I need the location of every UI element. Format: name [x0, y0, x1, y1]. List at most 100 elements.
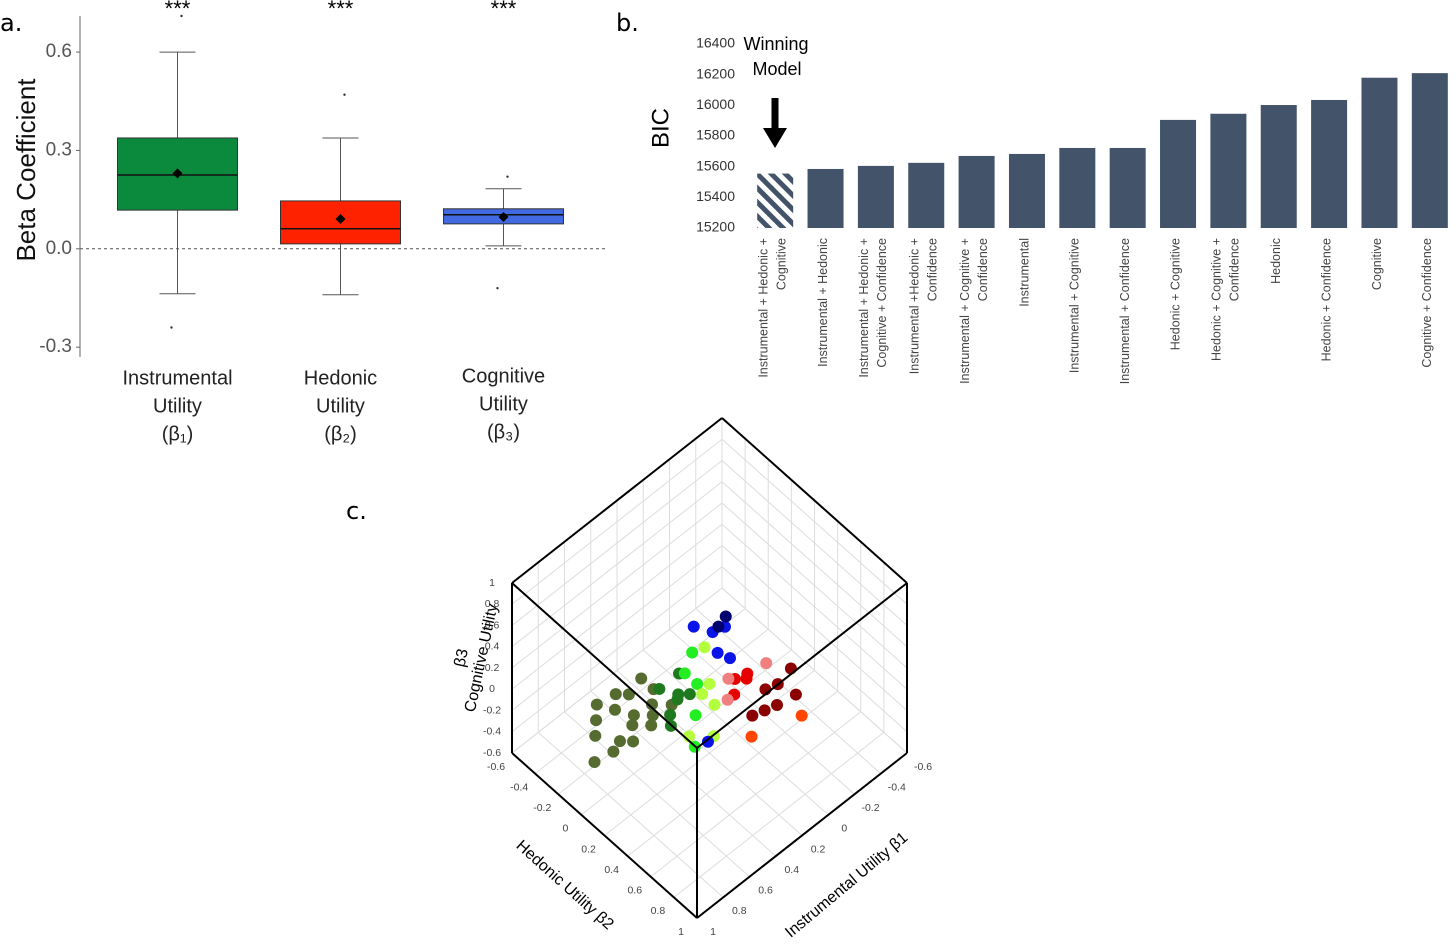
outlier — [496, 286, 499, 290]
x-tick-label: (β₂) — [324, 423, 357, 445]
panel-label: a. — [0, 9, 22, 37]
y-tick-label: 1 — [678, 926, 684, 938]
point — [627, 709, 640, 722]
point — [723, 652, 736, 665]
grid-line — [721, 460, 908, 626]
grid-line — [511, 460, 723, 626]
grid-line — [511, 523, 723, 690]
point — [722, 672, 735, 685]
x-tick-label: -0.6 — [914, 761, 932, 773]
y-tick-label: 16000 — [696, 96, 735, 112]
grid-line — [721, 566, 908, 733]
point — [686, 646, 699, 659]
grid-line — [511, 545, 723, 711]
bar — [1210, 113, 1247, 228]
point — [703, 677, 716, 690]
grid-line — [511, 481, 723, 648]
mean — [335, 213, 346, 224]
x-tick-label: Cognitive — [1370, 238, 1384, 290]
point — [672, 688, 685, 701]
y-tick-label: 16400 — [696, 35, 735, 51]
point — [711, 646, 724, 659]
y-tick-label: 16200 — [696, 65, 735, 81]
point — [590, 714, 603, 727]
point — [607, 745, 620, 758]
point — [609, 688, 622, 701]
x-tick-label: Instrumental + Confidence — [1118, 238, 1132, 384]
grid-line — [511, 566, 723, 733]
grid-line — [721, 438, 908, 605]
point — [789, 688, 802, 701]
point — [758, 704, 771, 717]
y-tick-label: 15400 — [696, 188, 735, 204]
annotation: Winning — [743, 34, 808, 54]
y-axis-title: BIC — [647, 108, 674, 148]
x-tick-label: Hedonic — [1269, 238, 1283, 284]
z-axis-title: β3 — [452, 647, 472, 668]
x-tick-label: Utility — [316, 395, 365, 417]
bar — [1411, 73, 1448, 228]
x-tick-label: Hedonic + Cognitive — [1168, 238, 1182, 350]
bar — [807, 168, 844, 228]
y-axis-title: Hedonic Utility β2 — [513, 837, 617, 933]
y-tick-label: 0 — [562, 823, 568, 835]
point — [627, 735, 640, 748]
y-tick-label: 15600 — [696, 157, 735, 173]
grid-line — [721, 481, 908, 648]
box-edge — [721, 417, 908, 584]
x-tick-label: Cognitive — [462, 365, 545, 387]
x-tick-label: (β₃) — [487, 421, 520, 443]
bar — [857, 165, 894, 228]
mean — [172, 168, 183, 179]
bar — [1311, 99, 1348, 228]
x-tick-label: Hedonic — [304, 367, 377, 389]
point — [708, 698, 721, 711]
x-axis-title: Instrumental Utility β1 — [782, 829, 911, 941]
box-edge — [511, 582, 698, 749]
point — [589, 729, 602, 742]
annotation: Model — [752, 59, 801, 79]
point — [760, 657, 773, 670]
bar — [1059, 147, 1096, 228]
bar — [757, 173, 794, 228]
box-edge — [696, 752, 908, 919]
z-tick-label: -0.2 — [483, 704, 501, 716]
y-tick-label: 0.3 — [46, 139, 72, 160]
bar — [1109, 147, 1146, 228]
point — [645, 719, 658, 732]
point — [678, 667, 691, 680]
bar — [1008, 153, 1045, 228]
x-tick-label: Cognitive + Confidence — [1420, 238, 1434, 368]
grid-line — [721, 502, 908, 669]
z-tick-label: -0.4 — [483, 726, 501, 738]
point — [635, 672, 648, 685]
y-tick-label: -0.2 — [533, 802, 551, 814]
z-tick-label: 1 — [489, 577, 495, 589]
x-tick-label: Instrumental — [1017, 238, 1031, 307]
grid-line — [511, 502, 723, 669]
x-tick-label: Instrumental + Cognitive + — [958, 238, 972, 384]
y-tick-label: -0.4 — [510, 781, 528, 793]
point — [701, 735, 714, 748]
outlier — [180, 14, 183, 18]
x-tick-label: Instrumental + Hedonic + — [857, 238, 871, 378]
z-tick-label: 0 — [489, 683, 495, 695]
bar — [908, 162, 945, 228]
bar — [958, 155, 995, 228]
outlier — [170, 326, 173, 329]
z-tick-label: 0.6 — [485, 619, 500, 631]
point — [771, 699, 783, 712]
point — [664, 708, 677, 721]
z-tick-label: -0.6 — [483, 747, 501, 759]
grid-line — [673, 731, 885, 898]
x-tick-label: Instrumental +Hedonic + — [908, 238, 922, 374]
y-tick-label: 15800 — [696, 127, 735, 143]
point — [698, 641, 711, 654]
y-tick-label: 0.6 — [46, 41, 72, 62]
point — [691, 677, 704, 690]
x-tick-label: -0.4 — [888, 781, 906, 793]
bar — [1160, 119, 1197, 228]
point — [590, 698, 603, 711]
point — [784, 662, 797, 675]
